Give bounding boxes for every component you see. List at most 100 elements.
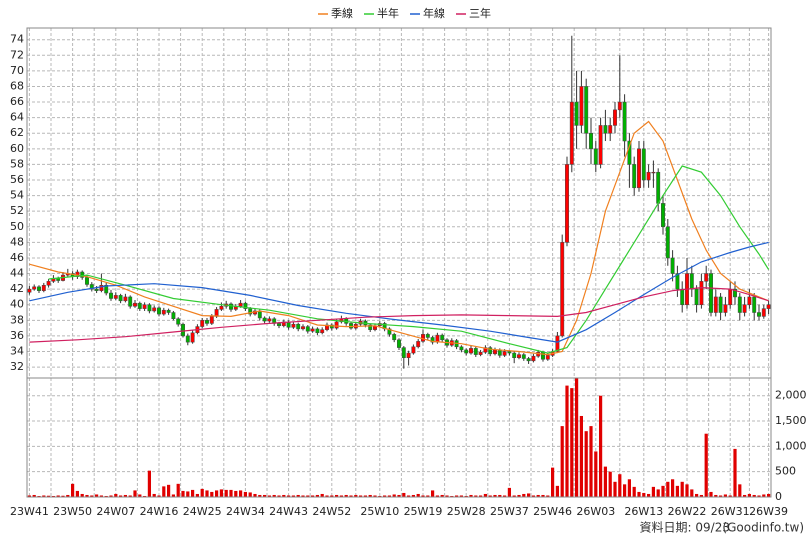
volume-bar: [450, 495, 454, 497]
candle-body: [219, 306, 224, 310]
candle-body: [190, 332, 195, 343]
volume-bar: [431, 490, 435, 497]
candle-body: [368, 324, 373, 330]
candle-body: [488, 347, 493, 355]
volume-bar: [311, 495, 315, 497]
volume-bar: [709, 491, 713, 497]
candle-body: [37, 286, 41, 291]
volume-bar: [176, 483, 180, 497]
candle-body: [478, 352, 483, 355]
candle-body: [161, 309, 166, 315]
volume-bar: [421, 495, 425, 497]
volume-bar: [738, 484, 742, 497]
candle-body: [641, 148, 646, 181]
candle-body: [109, 292, 113, 299]
volume-bar: [47, 495, 51, 497]
candle-body: [502, 351, 507, 356]
volume-bar: [37, 495, 41, 497]
candle-body: [238, 302, 243, 307]
volume-bar: [85, 494, 89, 497]
y-tick-label: 40: [10, 298, 24, 311]
y-tick-label: 46: [10, 251, 24, 264]
candle-body: [632, 164, 637, 189]
candle-body: [757, 312, 761, 317]
candle-body: [718, 296, 723, 313]
volume-bar: [651, 486, 655, 497]
volume-bar: [104, 495, 108, 497]
volume-bar: [114, 493, 118, 497]
volume-bar: [162, 486, 166, 497]
y-tick-label: 34: [10, 344, 24, 357]
x-tick-label: 25W28: [447, 505, 486, 518]
candle-body: [406, 352, 411, 358]
footer-note: 資料日期: 09/23: [640, 521, 730, 535]
candle-body: [411, 346, 416, 354]
volume-bar: [455, 495, 459, 497]
candle-body: [147, 304, 152, 312]
x-tick-label: 24W43: [269, 505, 308, 518]
candle-body: [613, 109, 617, 126]
volume-bar: [541, 494, 545, 497]
volume-bar: [27, 495, 31, 497]
volume-bar: [32, 494, 36, 497]
candle-body: [728, 288, 733, 305]
y-tick-label: 60: [10, 142, 24, 155]
volume-bar: [171, 494, 175, 497]
x-tick-label: 25W19: [404, 505, 443, 518]
moving-average-line: [29, 241, 769, 343]
candle-body: [574, 101, 579, 126]
volume-bar: [282, 494, 286, 497]
volume-bar: [411, 494, 415, 497]
moving-average-line: [29, 120, 769, 356]
volume-bar: [205, 490, 209, 497]
candle-body: [440, 334, 445, 341]
volume-bar: [123, 494, 127, 497]
volume-bar: [671, 479, 675, 497]
volume-bar: [579, 415, 583, 497]
volume-bar: [699, 494, 703, 497]
volume-bar: [690, 489, 694, 497]
volume-bar: [695, 493, 699, 497]
y-tick-label: 52: [10, 204, 24, 217]
candle-body: [752, 296, 757, 313]
volume-bar: [469, 494, 473, 497]
volume-bar: [536, 494, 540, 497]
volume-bar: [373, 495, 377, 497]
candle-body: [545, 355, 550, 360]
volume-bar: [301, 495, 305, 497]
volume-bar: [752, 494, 756, 497]
candle-body: [766, 304, 771, 309]
candle-body: [137, 302, 142, 309]
volume-bar: [239, 490, 243, 497]
plot-frame: [26, 27, 772, 498]
candle-body: [483, 347, 488, 353]
volume-bar: [546, 495, 550, 497]
volume-bar: [147, 470, 151, 497]
volume-bar: [387, 495, 391, 497]
candle-body: [699, 281, 704, 305]
candle-body: [128, 296, 133, 307]
volume-bar: [603, 466, 607, 497]
volume-bar: [723, 494, 727, 497]
volume-bar: [632, 486, 636, 497]
candle-body: [85, 277, 89, 285]
candle-body: [689, 273, 694, 290]
volume-bar: [728, 495, 732, 497]
candle-body: [315, 328, 320, 334]
volume-bar: [647, 493, 651, 497]
volume-bar: [277, 495, 281, 497]
candle-body: [248, 308, 253, 315]
volume-bar: [507, 487, 511, 497]
candle-body: [584, 86, 589, 134]
candle-body: [291, 323, 296, 328]
candle-body: [670, 257, 675, 274]
volume-bar: [138, 494, 142, 497]
candle-body: [89, 284, 94, 290]
candle-body: [617, 101, 622, 111]
candle-body: [214, 309, 219, 317]
volume-bar: [767, 493, 771, 497]
volume-bar: [191, 489, 195, 497]
x-tick-label: 24W52: [312, 505, 351, 518]
volume-bar: [680, 481, 684, 497]
candle-body: [531, 355, 536, 362]
